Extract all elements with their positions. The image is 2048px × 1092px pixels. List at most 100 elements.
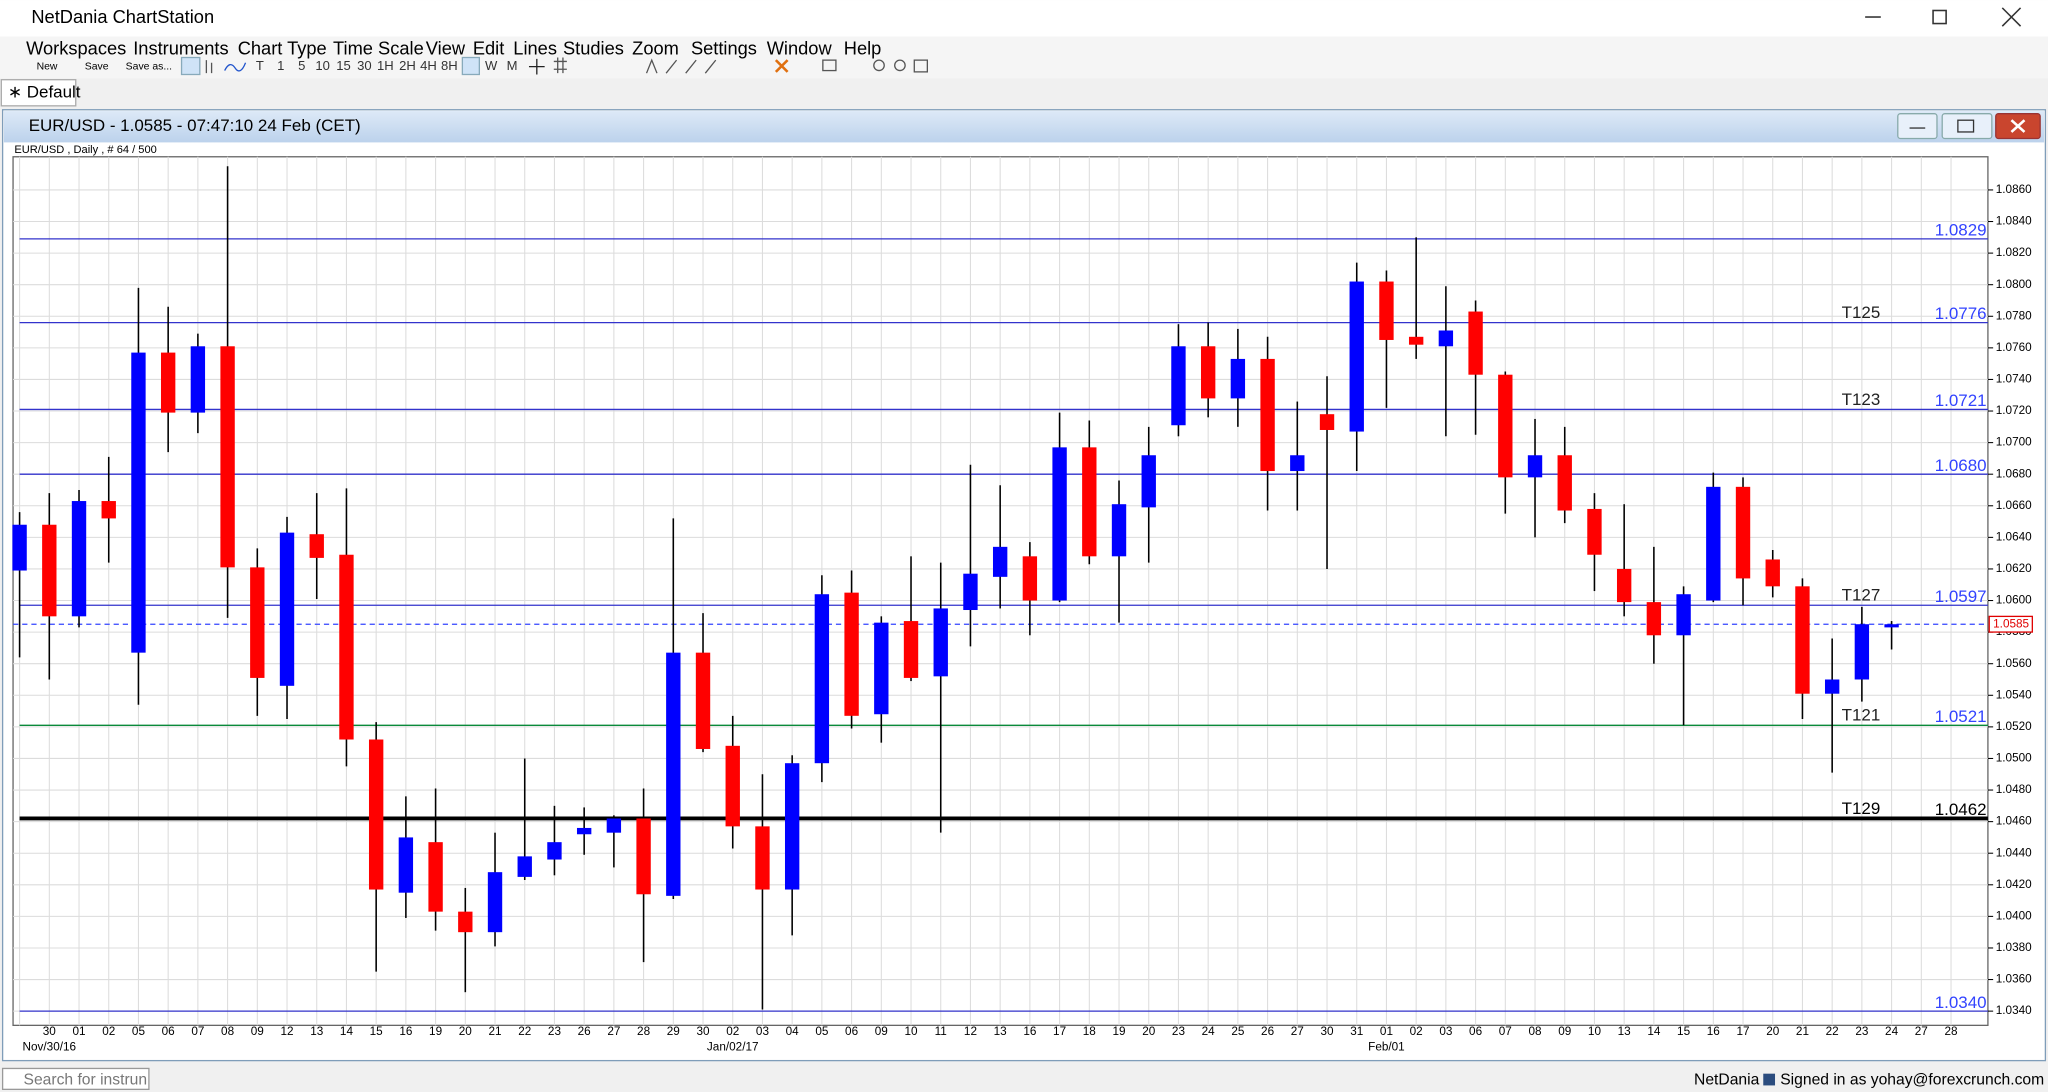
y-tick-label: 1.0460 — [1996, 815, 2032, 828]
status-user: Signed in as yohay@forexcrunch.com — [1780, 1071, 2044, 1088]
timescale-button[interactable]: 15 — [336, 58, 351, 73]
timescale-button[interactable]: 5 — [298, 58, 305, 73]
search-input[interactable] — [1, 1067, 150, 1090]
timescale-button[interactable]: 1H — [377, 58, 394, 73]
x-tick-label: 07 — [1499, 1025, 1512, 1038]
y-tick-label: 1.0540 — [1996, 688, 2032, 701]
candle-body — [1171, 346, 1186, 426]
timescale-button[interactable]: T — [256, 58, 264, 73]
chart-restore[interactable] — [1941, 113, 1993, 140]
candle-body — [1646, 602, 1662, 636]
x-tick-label: 25 — [1231, 1025, 1245, 1038]
x-tick-label: 06 — [845, 1025, 859, 1038]
tab[interactable] — [0, 79, 77, 107]
icon-daily-selected — [461, 56, 480, 76]
last-price-box — [1988, 615, 2033, 633]
x-tick-label: 20 — [1142, 1025, 1156, 1038]
menu-item[interactable]: Lines — [513, 38, 557, 59]
y-tick-label: 1.0780 — [1996, 309, 2032, 322]
x-tick-label: 09 — [251, 1025, 264, 1038]
icon-zoom-in[interactable] — [873, 59, 885, 72]
timescale-button[interactable]: 4H — [420, 58, 437, 73]
icon-candles[interactable] — [180, 56, 201, 76]
x-tick-label: 13 — [1618, 1025, 1632, 1038]
toolbar-button-label[interactable]: New — [37, 61, 58, 72]
candle-body — [1082, 447, 1097, 557]
x-tick-label: 14 — [340, 1025, 354, 1038]
level-name: T129 — [1842, 799, 1881, 818]
search-placeholder[interactable]: Search for instrun — [24, 1071, 148, 1088]
y-tick-label: 1.0420 — [1996, 878, 2032, 891]
menu-item[interactable]: Instruments — [133, 38, 228, 59]
menu-item[interactable]: Chart Type — [238, 38, 327, 59]
restore-button[interactable] — [1932, 9, 1947, 25]
menu-item[interactable]: Studies — [563, 38, 624, 59]
x-tick-label: 31 — [1350, 1025, 1363, 1038]
candle-body — [1200, 346, 1216, 399]
x-tick-label: 05 — [132, 1025, 146, 1038]
x-tick-label: 28 — [1944, 1025, 1958, 1038]
y-tick-label: 1.0860 — [1996, 183, 2032, 196]
menu-item[interactable]: Time Scale — [333, 38, 424, 59]
menu-item[interactable]: Workspaces — [26, 38, 126, 59]
menu-item[interactable]: Edit — [473, 38, 504, 59]
window-controls[interactable] — [1865, 7, 2022, 27]
menu-item[interactable]: Help — [844, 38, 882, 59]
timescale-button[interactable]: 30 — [357, 58, 372, 73]
x-tick-label: 17 — [1053, 1025, 1066, 1038]
candle-body — [309, 534, 324, 558]
menu-item[interactable]: Zoom — [632, 38, 679, 59]
icon-bars[interactable] — [205, 60, 213, 74]
candle-body — [1468, 311, 1483, 375]
x-tick-label: 12 — [280, 1025, 293, 1038]
y-tick-label: 1.0800 — [1996, 278, 2032, 291]
candle-body — [933, 608, 948, 677]
axes: 30 Nov/30/16 01 02 05 06 07 08 09 12 13 14 15 16 19 20 2… — [23, 183, 2033, 1054]
timescale-button[interactable]: M — [507, 58, 518, 73]
toolbar-button-label[interactable]: Save as... — [126, 61, 172, 72]
candle-body — [1408, 336, 1424, 345]
y-tick-label: 1.0660 — [1996, 499, 2032, 512]
timescale-button[interactable]: 2H — [399, 58, 416, 73]
icon-print[interactable] — [822, 59, 837, 72]
x-tick-label: 02 — [726, 1025, 739, 1038]
icon-zoom-fit[interactable] — [913, 59, 928, 73]
y-tick-label: 1.0620 — [1996, 562, 2032, 575]
icon-lines[interactable] — [665, 59, 717, 74]
tab-label[interactable]: ∗ Default — [8, 82, 81, 101]
x-tick-label: 27 — [1291, 1025, 1304, 1038]
chart-minimize[interactable] — [1897, 113, 1938, 140]
icon-delete[interactable] — [774, 59, 789, 73]
candle-body — [220, 346, 235, 568]
timescale-button[interactable]: 1 — [277, 58, 284, 73]
x-tick-label: 07 — [191, 1025, 204, 1038]
timescale-button[interactable]: W — [485, 58, 498, 73]
icon-studies[interactable] — [645, 58, 658, 74]
x-tick-label: 05 — [815, 1025, 829, 1038]
y-tick-label: 1.0560 — [1996, 657, 2032, 670]
menu-item[interactable]: Settings — [691, 38, 757, 59]
candle-body — [160, 352, 176, 413]
timescale-button[interactable]: 8H — [441, 58, 458, 73]
x-tick-label: 01 — [72, 1025, 85, 1038]
level-value-label: 1.0462 — [1935, 800, 1987, 819]
candle-body — [963, 573, 978, 611]
menu: Workspaces Instruments Chart Type Time Scal… — [26, 38, 881, 59]
candle-body — [428, 842, 443, 912]
icon-line[interactable] — [224, 62, 247, 72]
x-tick-label: 23 — [1855, 1025, 1869, 1038]
candle-body — [755, 826, 770, 890]
icon-grid[interactable] — [553, 57, 567, 74]
y-tick-label: 1.0600 — [1996, 594, 2032, 607]
icon-zoom-out[interactable] — [894, 59, 906, 72]
timescale-button[interactable]: 10 — [315, 58, 330, 73]
x-tick-label: 08 — [221, 1025, 235, 1038]
toolbar-button-label[interactable]: Save — [85, 61, 109, 72]
level-name: T127 — [1842, 586, 1881, 605]
icon-crosshair[interactable] — [528, 58, 545, 75]
menu-item[interactable]: Window — [767, 38, 833, 59]
menu-item[interactable]: View — [426, 38, 466, 59]
x-tick-label: 20 — [1766, 1025, 1780, 1038]
close-button-stroke — [2001, 7, 2022, 27]
